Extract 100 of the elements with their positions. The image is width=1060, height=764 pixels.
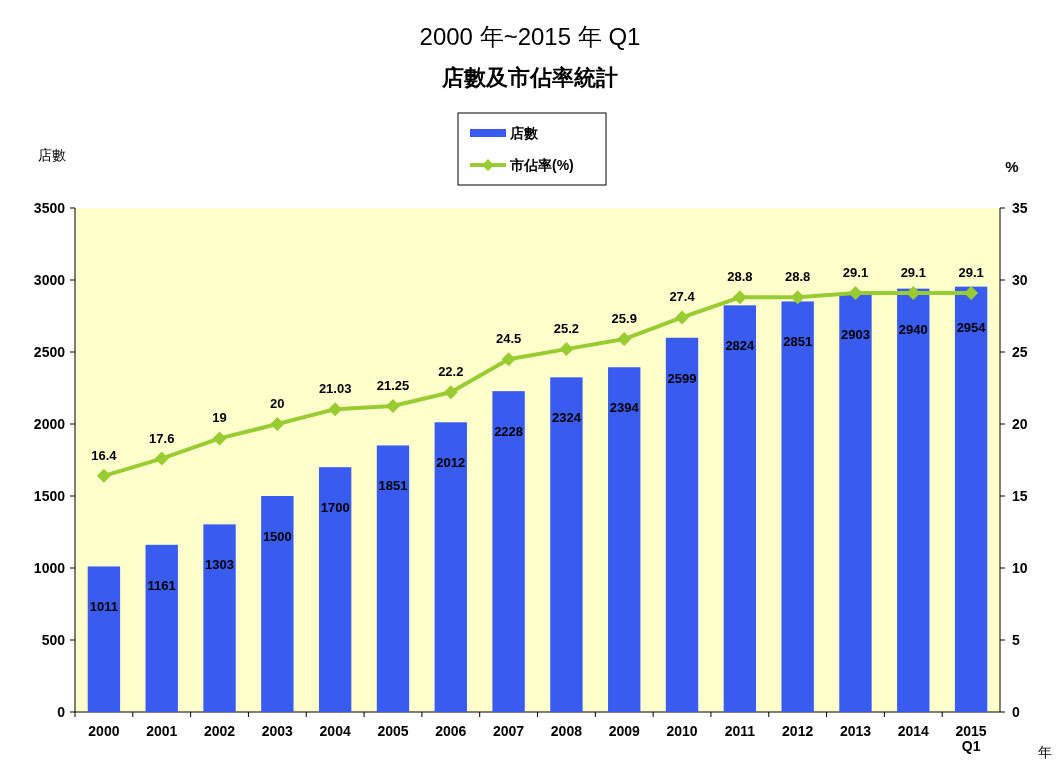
data-label: 2940 — [898, 321, 928, 337]
data-label: 2851 — [783, 334, 813, 350]
point — [385, 399, 400, 413]
data-label: 24.5 — [495, 331, 522, 347]
data-label: 1011 — [89, 599, 119, 615]
data-label: 2394 — [609, 400, 640, 416]
data-label: 2599 — [667, 370, 697, 386]
bar — [550, 377, 583, 712]
point — [906, 285, 921, 300]
chart-title: 2000 年~2015 年 Q1 — [419, 23, 641, 50]
data-label: 17.6 — [149, 430, 175, 446]
bar — [781, 301, 814, 712]
bar — [492, 391, 525, 712]
data-label: 28.8 — [727, 269, 753, 285]
bar — [261, 496, 294, 712]
x-tick-label: 2012 — [782, 723, 814, 739]
y-tick-label: 0 — [57, 704, 66, 720]
data-label: 2228 — [494, 424, 524, 440]
x-tick-label: 2011 — [724, 723, 756, 739]
y-tick-label: 2500 — [33, 344, 66, 360]
y2-tick-label: 0 — [1012, 704, 1020, 720]
point — [964, 285, 979, 300]
x-tick-label: 2006 — [435, 723, 467, 739]
point — [675, 310, 690, 325]
data-label: 16.4 — [91, 447, 118, 463]
y-tick-label: 3500 — [33, 200, 66, 216]
bar — [665, 337, 699, 712]
x-tick-label: 2009 — [608, 723, 640, 739]
x-tick-label: 2005 — [377, 723, 409, 739]
chart-subtitle: 店數及市佔率統計 — [441, 65, 618, 90]
bar — [87, 566, 121, 712]
data-label: 29.1 — [842, 264, 869, 280]
x-tick-label: 2010 — [666, 723, 698, 739]
bar — [839, 293, 872, 712]
x-tick-label: 2002 — [203, 723, 236, 739]
point — [617, 332, 632, 347]
legend-label: 店數 — [509, 125, 539, 141]
data-label: 25.9 — [611, 311, 637, 327]
bar — [203, 524, 236, 712]
y2-tick-label: 25 — [1012, 344, 1028, 360]
x-tick-label: 2015 Q1 — [955, 723, 987, 755]
bar — [608, 367, 641, 712]
point — [848, 285, 863, 300]
y-tick-label: 1000 — [33, 560, 66, 576]
data-label: 2824 — [725, 338, 756, 354]
x-tick-label: 2007 — [493, 723, 525, 739]
data-label: 27.4 — [669, 289, 696, 305]
y2-tick-label: 30 — [1012, 272, 1028, 288]
x-tick-label: 2014 — [897, 723, 930, 739]
point — [559, 342, 574, 357]
data-label: 22.2 — [438, 364, 464, 380]
y-tick-label: 2000 — [33, 416, 66, 432]
bar — [376, 445, 410, 712]
y2-tick-label: 15 — [1012, 488, 1028, 504]
y-tick-label: 3000 — [33, 272, 66, 288]
y-tick-label: 1500 — [33, 488, 66, 504]
x-tick-label: 2001 — [146, 723, 178, 739]
data-label: 20 — [270, 396, 285, 411]
data-label: 29.1 — [900, 264, 926, 280]
data-label: 1500 — [262, 529, 292, 544]
data-label: 19 — [212, 410, 227, 426]
bar — [954, 286, 988, 712]
point — [96, 468, 111, 483]
bar — [318, 467, 352, 712]
legend-label: 市佔率(%) — [509, 157, 574, 173]
point — [790, 290, 805, 305]
bar — [145, 544, 178, 712]
y2-tick-label: 20 — [1012, 416, 1028, 432]
x-tick-label: 2013 — [839, 723, 872, 739]
bar — [897, 288, 930, 712]
bar — [434, 422, 467, 712]
data-label: 2954 — [956, 319, 987, 335]
x-tick-label: 2003 — [261, 723, 294, 739]
y2-tick-label: 10 — [1012, 560, 1028, 576]
data-label: 21.03 — [318, 381, 352, 397]
data-label: 28.8 — [785, 269, 811, 285]
y-tick-label: 500 — [41, 632, 66, 648]
point — [732, 290, 747, 305]
y2-axis-title: % — [1005, 158, 1019, 175]
point — [154, 451, 169, 466]
data-label: 1303 — [205, 557, 234, 573]
data-label: 2324 — [551, 410, 582, 426]
data-label: 2012 — [436, 455, 466, 471]
y-axis-title: 店數 — [38, 147, 66, 163]
data-label: 21.25 — [376, 378, 410, 393]
point — [212, 431, 227, 446]
data-label: 1851 — [378, 478, 408, 494]
x-axis-title: 年 — [1038, 744, 1052, 760]
data-label: 2903 — [841, 326, 870, 342]
point — [270, 417, 285, 431]
data-label: 25.2 — [553, 321, 580, 337]
point — [443, 385, 458, 400]
data-label: 1700 — [320, 500, 350, 516]
point — [501, 352, 516, 367]
point — [328, 402, 343, 417]
bar — [723, 305, 757, 712]
y2-tick-label: 5 — [1012, 632, 1020, 648]
data-label: 1161 — [147, 577, 176, 593]
x-tick-label: 2000 — [88, 723, 120, 739]
x-tick-label: 2008 — [550, 723, 583, 739]
